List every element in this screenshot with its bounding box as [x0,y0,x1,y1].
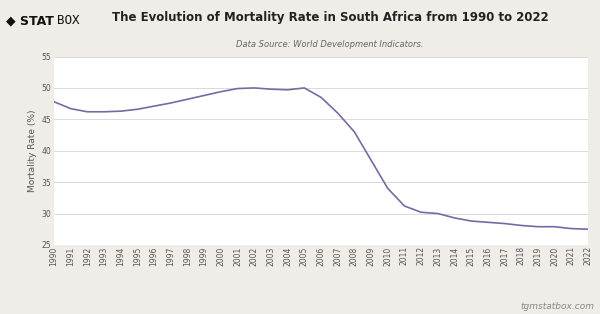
South Africa [284,88,291,92]
South Africa [568,227,575,230]
South Africa [251,86,258,90]
South Africa [334,111,341,115]
South Africa [501,222,508,225]
South Africa [301,86,308,90]
South Africa [134,107,141,111]
South Africa [184,97,191,101]
Y-axis label: Mortality Rate (%): Mortality Rate (%) [28,110,37,192]
South Africa [317,95,325,99]
South Africa [518,224,525,227]
South Africa [367,158,374,162]
South Africa [384,187,391,190]
South Africa [234,87,241,90]
South Africa [418,210,425,214]
South Africa [167,101,175,105]
South Africa [584,227,592,231]
Text: BOX: BOX [57,14,79,27]
South Africa [401,204,408,208]
Text: Data Source: World Development Indicators.: Data Source: World Development Indicator… [236,40,424,49]
South Africa [50,100,58,104]
South Africa [535,225,542,229]
South Africa [484,220,491,224]
South Africa [551,225,558,229]
Line: South Africa: South Africa [54,88,588,229]
South Africa [67,107,74,111]
South Africa [467,219,475,223]
South Africa [434,212,442,215]
South Africa [268,87,275,91]
South Africa [351,130,358,134]
South Africa [151,104,158,108]
Text: ◆ STAT: ◆ STAT [6,14,54,27]
Text: The Evolution of Mortality Rate in South Africa from 1990 to 2022: The Evolution of Mortality Rate in South… [112,11,548,24]
South Africa [200,94,208,97]
South Africa [100,110,107,114]
South Africa [217,90,224,94]
South Africa [451,216,458,220]
Text: tgmstatbox.com: tgmstatbox.com [520,302,594,311]
South Africa [117,109,124,113]
South Africa [84,110,91,114]
